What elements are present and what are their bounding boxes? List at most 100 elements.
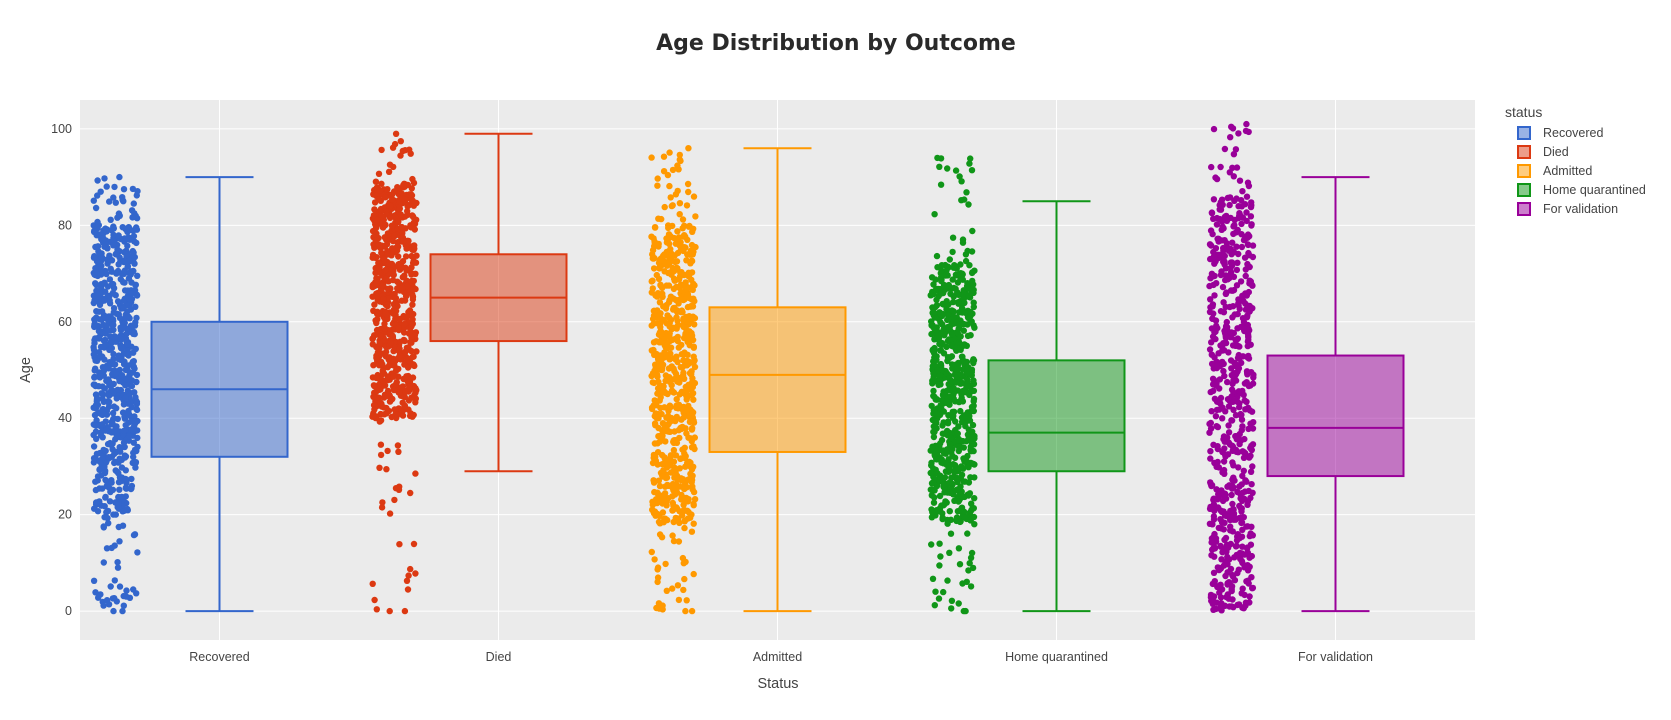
y-tick-label: 40 xyxy=(58,411,72,425)
data-point xyxy=(381,194,389,201)
data-point xyxy=(376,187,384,194)
data-point xyxy=(650,346,657,354)
data-point xyxy=(373,374,380,382)
data-point xyxy=(386,510,394,517)
data-point xyxy=(943,370,951,377)
data-point xyxy=(1207,448,1214,455)
data-point xyxy=(410,286,417,293)
data-point xyxy=(685,476,692,483)
data-point xyxy=(394,365,401,373)
data-point xyxy=(119,607,126,615)
data-point xyxy=(1222,572,1229,580)
data-point xyxy=(382,392,390,399)
data-point xyxy=(958,178,965,185)
data-point xyxy=(676,200,684,207)
data-point xyxy=(116,377,123,385)
data-point xyxy=(124,387,131,394)
data-point xyxy=(379,361,386,368)
data-point xyxy=(949,445,956,453)
data-point xyxy=(382,266,389,274)
data-point xyxy=(1249,282,1256,289)
data-point xyxy=(670,537,678,545)
data-point xyxy=(404,364,412,371)
data-point xyxy=(123,350,130,357)
data-point xyxy=(390,386,398,394)
data-point xyxy=(107,216,114,223)
data-point xyxy=(130,586,137,593)
data-point xyxy=(388,222,396,229)
data-point xyxy=(1243,379,1250,386)
data-point xyxy=(648,278,655,285)
data-point xyxy=(1235,300,1242,307)
data-point xyxy=(133,224,140,231)
data-point xyxy=(680,296,687,304)
data-point xyxy=(939,514,946,521)
data-point xyxy=(1245,487,1253,495)
data-point xyxy=(120,401,128,408)
data-point xyxy=(685,381,692,388)
data-point xyxy=(1217,163,1224,171)
data-point xyxy=(114,415,122,423)
data-point xyxy=(668,363,675,370)
data-point xyxy=(116,173,123,181)
data-point xyxy=(1209,600,1217,607)
data-point xyxy=(1238,533,1246,540)
data-point xyxy=(1217,251,1224,258)
data-point xyxy=(96,458,103,465)
data-point xyxy=(100,398,108,405)
series-for-validation xyxy=(1206,120,1405,614)
data-point xyxy=(376,464,383,471)
data-point xyxy=(403,373,410,380)
data-point xyxy=(388,413,395,421)
data-point xyxy=(1219,497,1227,505)
data-point xyxy=(1219,415,1226,422)
data-point xyxy=(1225,422,1232,429)
data-point xyxy=(397,211,404,218)
data-point xyxy=(1225,403,1233,410)
data-point xyxy=(394,442,402,449)
data-point xyxy=(412,259,420,266)
data-point xyxy=(650,479,658,486)
data-point xyxy=(120,602,128,609)
data-point xyxy=(1217,199,1225,206)
data-point xyxy=(937,553,944,560)
data-point xyxy=(690,520,697,527)
data-point xyxy=(1232,516,1239,523)
data-point xyxy=(688,241,696,249)
points-group xyxy=(369,130,420,615)
data-point xyxy=(685,338,692,346)
data-point xyxy=(1208,552,1215,559)
data-point xyxy=(680,501,687,509)
data-point xyxy=(1229,500,1236,508)
data-point xyxy=(967,554,975,561)
data-point xyxy=(966,160,973,167)
data-point xyxy=(383,466,390,473)
data-point xyxy=(946,508,953,515)
data-point xyxy=(386,214,394,222)
x-tick-label: Home quarantined xyxy=(1005,650,1108,664)
data-point xyxy=(1211,292,1218,299)
data-point xyxy=(391,496,398,504)
data-point xyxy=(928,462,935,469)
data-point xyxy=(1219,218,1226,225)
data-point xyxy=(929,509,936,516)
data-point xyxy=(1233,361,1240,369)
data-point xyxy=(100,602,107,609)
data-point xyxy=(1207,388,1214,396)
data-point xyxy=(662,460,670,467)
data-point xyxy=(650,339,658,346)
data-point xyxy=(1250,374,1257,381)
data-point xyxy=(409,301,416,308)
data-point xyxy=(105,601,113,608)
iqr-box xyxy=(708,306,847,453)
data-point xyxy=(691,314,699,322)
data-point xyxy=(124,367,131,374)
data-point xyxy=(970,395,978,403)
data-point xyxy=(673,488,680,496)
data-point xyxy=(409,197,416,204)
data-point xyxy=(1246,308,1253,315)
data-point xyxy=(674,228,681,235)
data-point xyxy=(126,257,133,264)
data-point xyxy=(1210,196,1218,203)
data-point xyxy=(970,281,977,288)
